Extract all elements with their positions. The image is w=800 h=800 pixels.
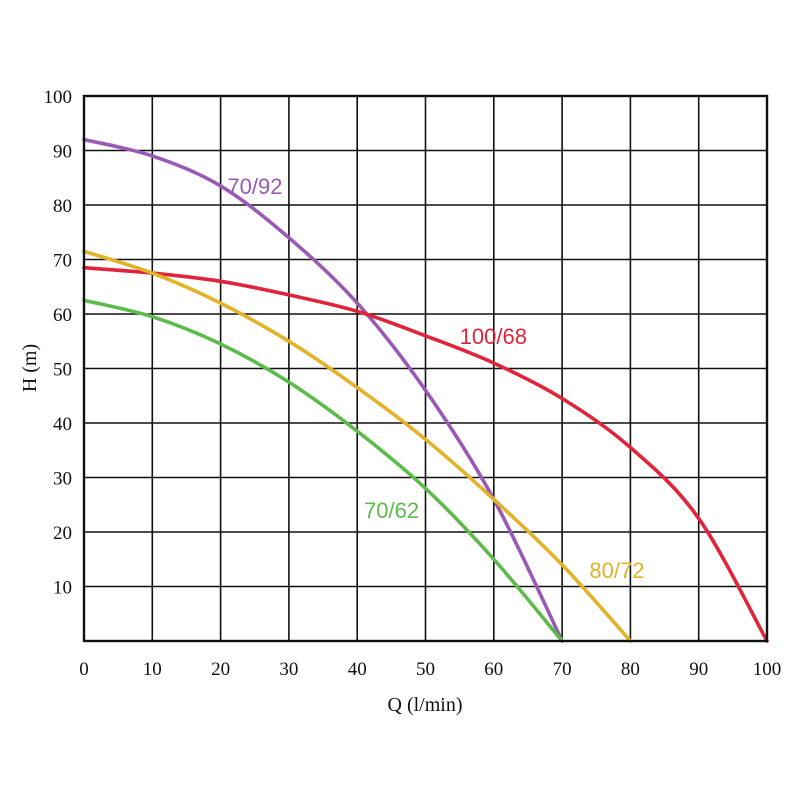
series-curves	[82, 137, 769, 643]
series-line-100-68	[82, 265, 769, 643]
series-labels: 70/92 100/68 80/72 70/62	[227, 174, 644, 583]
grid	[84, 96, 767, 641]
x-tick-labels: 0 10 20 30 40 50 60 70 80 90 100	[79, 659, 781, 680]
series-label-70-62: 70/62	[364, 498, 419, 523]
x-tick-label: 60	[484, 659, 503, 680]
x-tick-label: 90	[689, 659, 708, 680]
series-label-80-72: 80/72	[589, 558, 644, 583]
x-tick-label: 0	[79, 659, 89, 680]
series-line-70-62	[82, 298, 564, 643]
y-tick-label: 80	[53, 196, 72, 217]
series-line-80-72	[82, 249, 633, 643]
y-tick-label: 20	[53, 523, 72, 544]
y-tick-label: 50	[53, 360, 72, 381]
y-tick-label: 40	[53, 414, 72, 435]
y-axis-label: H (m)	[19, 344, 41, 392]
y-tick-label: 60	[53, 305, 72, 326]
series-label-70-92: 70/92	[227, 174, 282, 199]
x-tick-label: 100	[753, 659, 782, 680]
y-tick-label: 100	[44, 87, 73, 108]
y-tick-labels: 10 20 30 40 50 60 70 80 90 100	[44, 87, 73, 599]
y-tick-label: 90	[53, 142, 72, 163]
y-tick-label: 30	[53, 469, 72, 490]
x-tick-label: 10	[143, 659, 162, 680]
series-label-100-68: 100/68	[460, 324, 527, 349]
y-tick-label: 70	[53, 251, 72, 272]
x-tick-label: 30	[279, 659, 298, 680]
x-tick-label: 50	[416, 659, 435, 680]
y-tick-label: 10	[53, 578, 72, 599]
x-tick-label: 70	[553, 659, 572, 680]
plot-frame	[82, 94, 769, 643]
x-tick-label: 20	[211, 659, 230, 680]
x-tick-label: 40	[348, 659, 367, 680]
x-axis-label: Q (l/min)	[388, 694, 463, 716]
x-tick-label: 80	[621, 659, 640, 680]
